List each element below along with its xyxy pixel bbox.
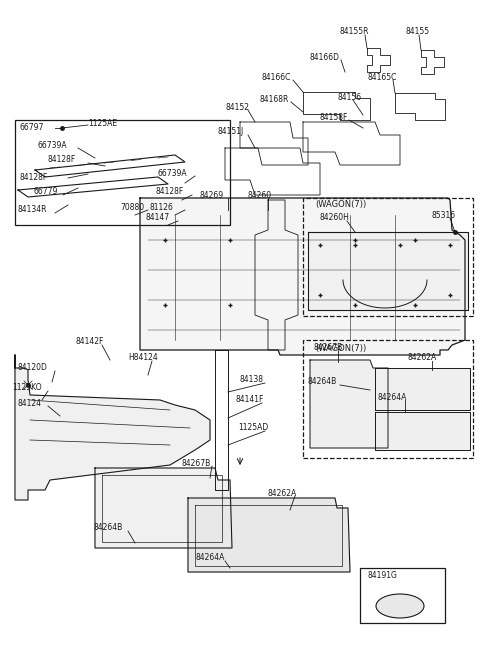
Text: 81126: 81126 <box>150 203 174 211</box>
Text: 1125KO: 1125KO <box>12 384 42 392</box>
Text: 70880: 70880 <box>120 203 144 211</box>
Polygon shape <box>375 412 470 450</box>
Text: 84168R: 84168R <box>260 94 289 104</box>
Text: 84155: 84155 <box>405 28 429 37</box>
Text: 84156: 84156 <box>338 92 362 102</box>
Polygon shape <box>140 198 465 355</box>
Text: 84147: 84147 <box>145 213 169 222</box>
Text: 84138: 84138 <box>240 375 264 384</box>
Text: 84128F: 84128F <box>20 173 48 182</box>
Text: 84124: 84124 <box>18 398 42 407</box>
Text: 84166C: 84166C <box>262 73 291 81</box>
Text: 66797: 66797 <box>20 123 44 133</box>
Polygon shape <box>95 468 232 548</box>
Text: 84262A: 84262A <box>268 489 297 497</box>
Polygon shape <box>15 355 210 500</box>
Text: 84128F: 84128F <box>155 188 183 197</box>
Text: 1125AE: 1125AE <box>88 119 117 129</box>
Text: 84128F: 84128F <box>48 155 76 165</box>
Ellipse shape <box>376 594 424 618</box>
Polygon shape <box>308 232 468 310</box>
Text: 84165C: 84165C <box>368 73 397 81</box>
Text: 84142F: 84142F <box>75 337 103 346</box>
Text: 1125AD: 1125AD <box>238 424 268 432</box>
Polygon shape <box>310 360 388 448</box>
Text: (WAGON(7)): (WAGON(7)) <box>315 201 366 209</box>
Text: 84260: 84260 <box>248 190 272 199</box>
Text: 84264B: 84264B <box>308 377 337 386</box>
Text: 84134R: 84134R <box>18 205 48 215</box>
Polygon shape <box>188 498 350 572</box>
Text: 84120D: 84120D <box>18 363 48 373</box>
Text: 84152: 84152 <box>225 102 249 112</box>
Bar <box>360 568 445 623</box>
Polygon shape <box>375 368 470 410</box>
Text: 84267B: 84267B <box>182 459 211 468</box>
Text: 84262A: 84262A <box>408 354 437 363</box>
Text: 84267B: 84267B <box>313 342 342 352</box>
Text: 84155R: 84155R <box>340 28 370 37</box>
Text: 84269: 84269 <box>200 190 224 199</box>
Text: 84264B: 84264B <box>93 523 122 533</box>
Text: 66739A: 66739A <box>38 140 68 150</box>
Text: 84151J: 84151J <box>218 127 244 136</box>
Text: 84264A: 84264A <box>195 554 224 562</box>
Bar <box>303 198 473 316</box>
Text: 84166D: 84166D <box>310 52 340 62</box>
Text: 84264A: 84264A <box>378 392 408 401</box>
Text: 84141F: 84141F <box>235 396 264 405</box>
Text: 84191G: 84191G <box>368 571 398 581</box>
Text: 84260H: 84260H <box>320 213 350 222</box>
Bar <box>303 340 473 458</box>
Text: 66779: 66779 <box>33 188 58 197</box>
Text: (WAGON(7)): (WAGON(7)) <box>315 344 366 352</box>
Bar <box>15 120 230 225</box>
Text: 85316: 85316 <box>432 211 456 220</box>
Text: 66739A: 66739A <box>158 169 188 178</box>
Text: H84124: H84124 <box>128 354 158 363</box>
Text: 84158F: 84158F <box>320 112 348 121</box>
